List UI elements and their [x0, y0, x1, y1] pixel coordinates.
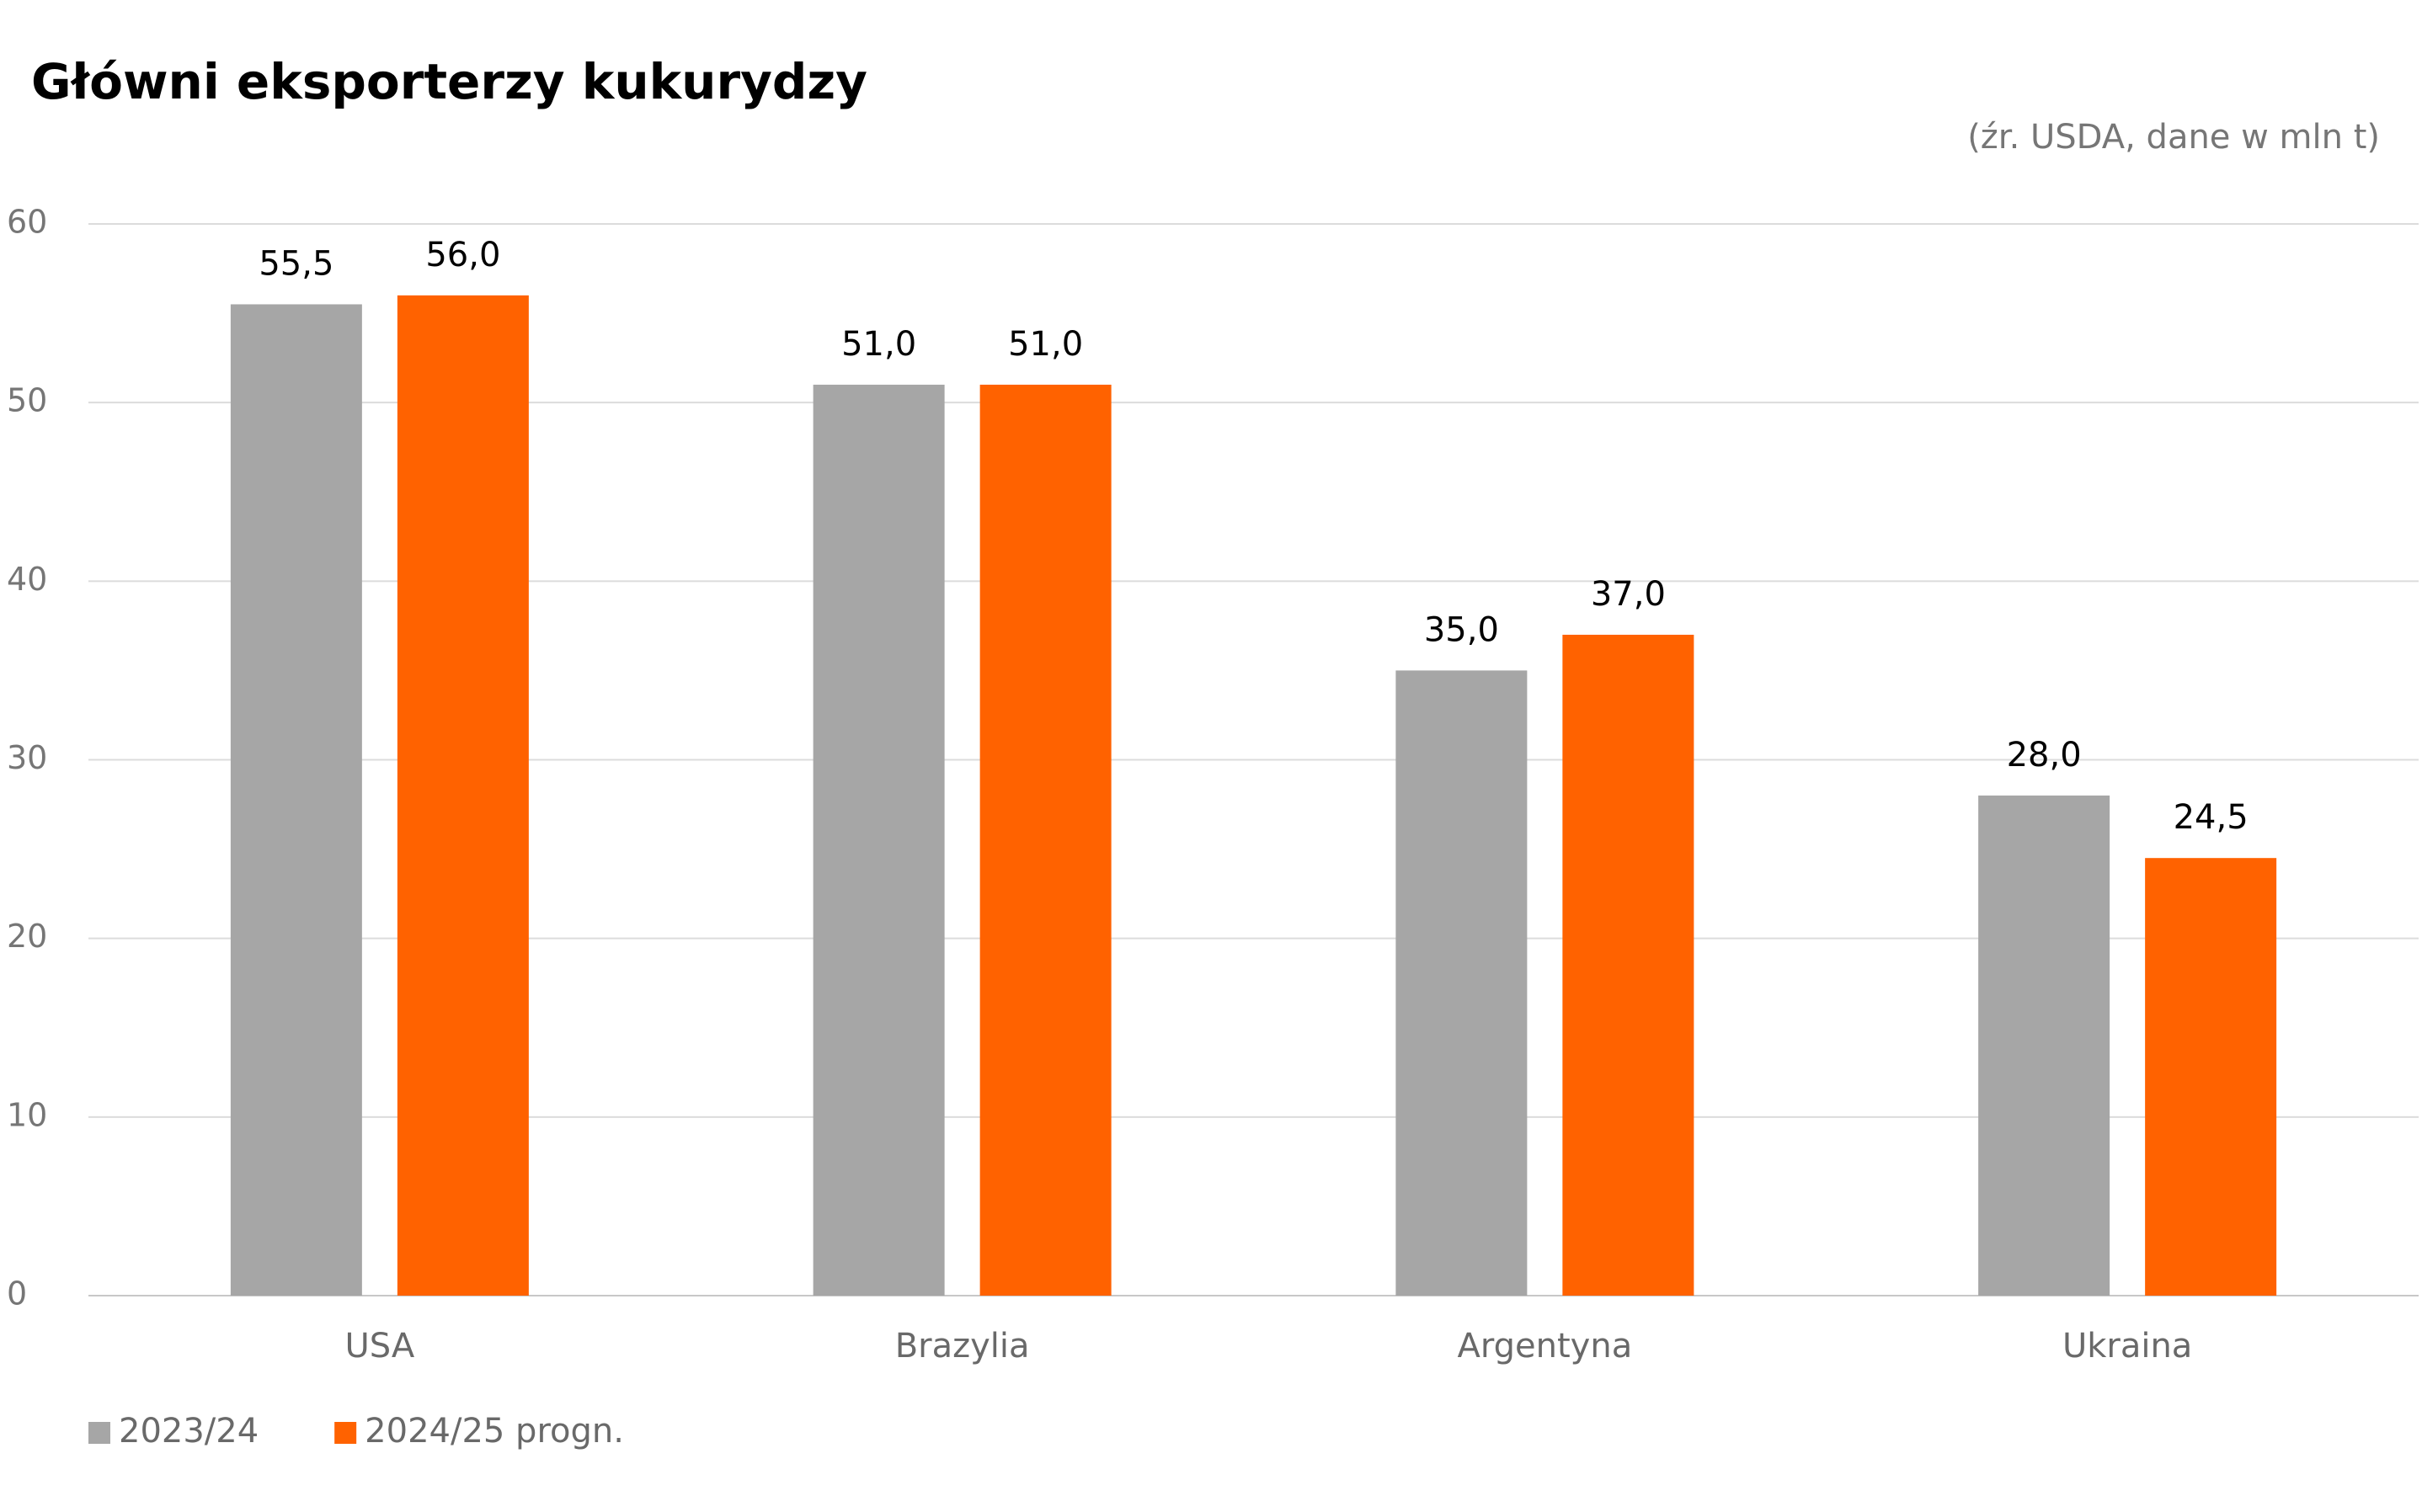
x-tick-label: Brazylia — [895, 1327, 1030, 1366]
y-tick-label: 10 — [7, 1096, 47, 1133]
chart-title: Główni eksporterzy kukurydzy — [31, 53, 867, 110]
bar — [813, 384, 945, 1296]
x-tick-label: Argentyna — [1458, 1327, 1633, 1366]
y-tick-label: 0 — [7, 1275, 27, 1312]
x-tick-label: Ukraina — [2062, 1327, 2192, 1366]
bar — [1395, 670, 1528, 1296]
y-tick-label: 20 — [7, 918, 47, 955]
bar — [230, 304, 362, 1296]
value-label: 55,5 — [259, 244, 333, 283]
bar — [979, 384, 1112, 1296]
value-label: 56,0 — [425, 236, 500, 274]
value-label: 28,0 — [2007, 736, 2082, 775]
y-tick-label: 50 — [7, 382, 47, 419]
legend-label: 2024/25 progn. — [365, 1412, 624, 1451]
chart-subtitle: (źr. USDA, dane w mln t) — [1967, 118, 2380, 157]
legend-swatch — [334, 1422, 357, 1444]
legend-swatch — [88, 1422, 110, 1444]
y-tick-label: 40 — [7, 561, 47, 598]
bar — [1978, 795, 2110, 1296]
value-label: 37,0 — [1591, 575, 1666, 614]
bar — [397, 295, 529, 1296]
value-label: 51,0 — [1008, 325, 1083, 364]
bar — [2145, 858, 2277, 1296]
value-label: 24,5 — [2174, 798, 2249, 837]
x-tick-label: USA — [344, 1327, 414, 1366]
value-label: 51,0 — [841, 325, 916, 364]
legend-label: 2023/24 — [119, 1412, 259, 1451]
y-tick-label: 60 — [7, 204, 47, 241]
bar — [1562, 634, 1694, 1296]
y-tick-label: 30 — [7, 739, 47, 776]
value-label: 35,0 — [1424, 610, 1499, 649]
